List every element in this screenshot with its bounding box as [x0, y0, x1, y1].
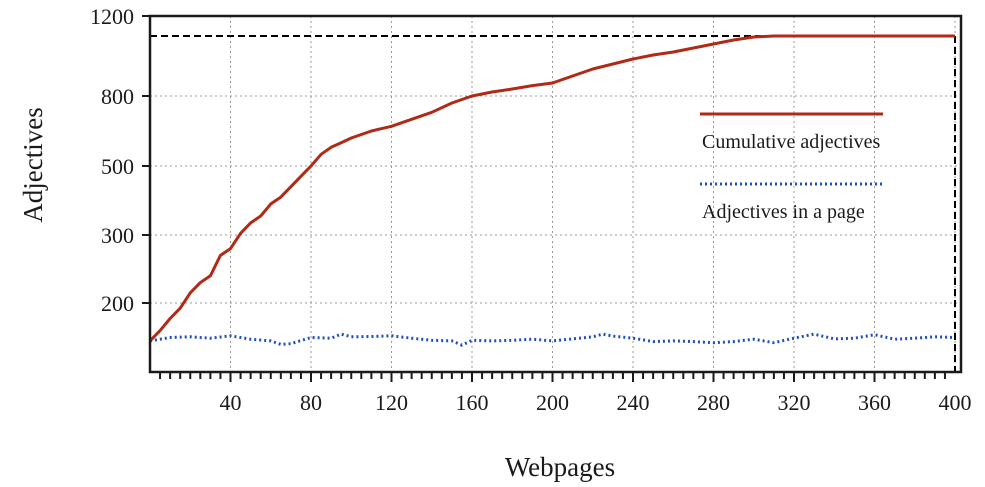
y-tick-label: 1200 — [90, 4, 134, 29]
series-group — [148, 34, 956, 347]
plot-background — [150, 16, 961, 372]
x-axis-title: Webpages — [505, 452, 615, 482]
x-tick-label: 280 — [697, 390, 730, 415]
x-tick-label: 160 — [456, 390, 489, 415]
y-tick-label: 800 — [101, 84, 134, 109]
x-tick-label: 80 — [300, 390, 322, 415]
x-tick-label: 200 — [536, 390, 569, 415]
x-tick-label: 320 — [778, 390, 811, 415]
y-axis-ticks: 200 300 500 800 1200 — [90, 4, 150, 316]
y-tick-label: 200 — [101, 291, 134, 316]
x-tick-label: 40 — [220, 390, 242, 415]
legend: Cumulative adjectives Adjectives in a pag… — [700, 112, 883, 223]
x-tick-label: 360 — [858, 390, 891, 415]
series-line-1 — [148, 34, 955, 342]
x-tick-label: 240 — [617, 390, 650, 415]
legend-label-2: Adjectives in a page — [702, 201, 865, 223]
x-tick-label: 120 — [375, 390, 408, 415]
x-tick-label: 400 — [939, 390, 972, 415]
legend-label-1: Cumulative adjectives — [702, 131, 880, 153]
y-tick-label: 500 — [101, 154, 134, 179]
plot-frame — [148, 14, 963, 374]
reference-lines — [150, 35, 956, 372]
y-axis-title: Adjectives — [18, 107, 48, 222]
series-line-2 — [149, 332, 956, 347]
y-tick-label: 300 — [101, 223, 134, 248]
x-axis-ticks: 40 80 120 160 200 240 280 320 360 400 — [159, 372, 972, 415]
